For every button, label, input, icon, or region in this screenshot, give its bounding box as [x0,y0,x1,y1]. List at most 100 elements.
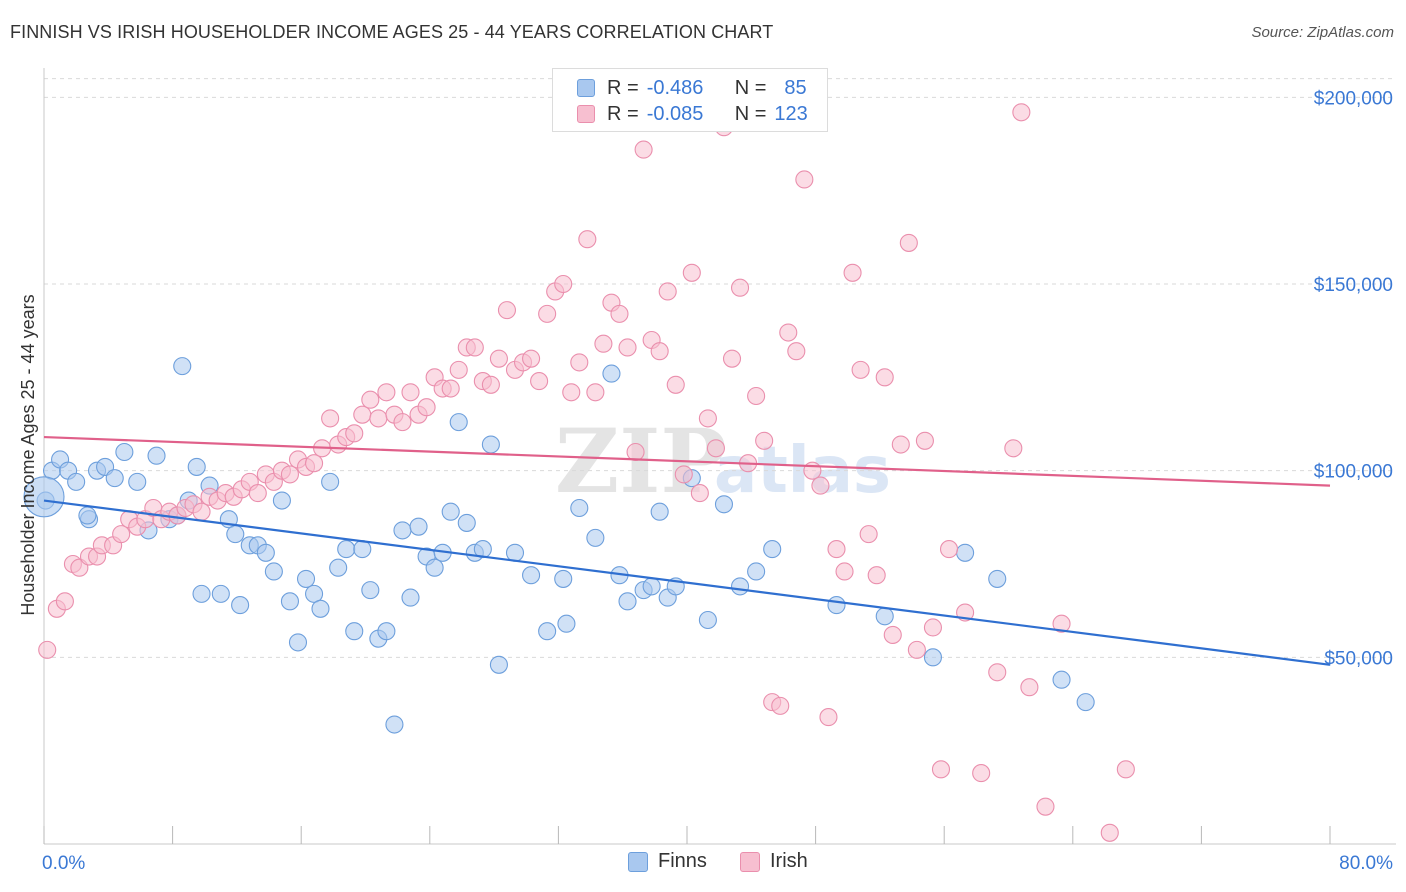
finns-point-76 [827,596,846,615]
irish-point-50 [441,379,460,398]
irish-point-26 [248,484,267,503]
finns-point-67 [650,502,669,521]
irish-point-97 [819,708,838,727]
irish-point-91 [771,696,790,715]
finns-point-55 [505,543,525,562]
finns-point-57 [538,622,557,641]
finns-legend-label: Finns [658,850,707,872]
finns-point-66 [642,577,661,596]
axis-labels: $50,000 $100,000 $150,000 $200,000 0.0% 80.0%… [18,88,1393,874]
legend-row-irish: R = -0.085 N = 123 [577,101,808,127]
irish-legend-label: Irish [770,850,808,872]
irish-r-value: -0.085 [646,102,704,125]
irish-point-62 [538,304,557,323]
irish-point-33 [305,454,324,473]
finns-point-33 [321,472,340,491]
irish-point-51 [449,360,468,379]
chart-source: Source: ZipAtlas.com [1251,24,1394,41]
series-finns-points [23,357,1095,734]
irish-point-88 [747,386,766,406]
irish-point-67 [578,230,597,249]
irish-point-60 [522,349,541,368]
finns-point-14 [173,357,192,376]
finns-point-80 [988,569,1007,588]
irish-point-19 [192,502,211,521]
correlation-legend: R = -0.486 N = 85 R = -0.085 N = 123 [552,68,828,132]
irish-point-2 [55,592,74,611]
irish-point-86 [730,278,750,297]
finns-point-75 [763,540,782,559]
irish-point-100 [843,263,862,282]
irish-point-47 [417,398,436,417]
finns-point-50 [457,513,476,532]
irish-point-80 [682,263,701,282]
trend-lines [43,435,1331,666]
irish-point-0 [38,640,57,659]
irish-point-98 [827,540,846,559]
finns-point-64 [618,592,637,611]
irish-point-115 [988,663,1007,682]
series-irish-points [38,103,1135,842]
irish-legend-swatch [740,851,760,872]
irish-point-114 [972,764,991,783]
finns-point-61 [586,528,605,547]
irish-point-64 [554,274,573,294]
finns-point-21 [226,525,245,544]
irish-point-116 [1004,439,1023,458]
legend-item-finns: Finns [628,850,707,873]
irish-point-107 [899,233,918,252]
finns-point-30 [296,569,316,588]
finns-point-54 [489,655,508,674]
irish-swatch [577,105,595,123]
finns-point-53 [481,435,500,454]
irish-point-104 [875,368,894,387]
finns-point-26 [264,562,283,581]
irish-point-77 [658,282,677,301]
grid-lines [44,78,1396,658]
finns-point-22 [231,596,250,615]
irish-point-66 [570,353,589,372]
irish-point-83 [706,439,725,458]
irish-point-65 [562,383,581,402]
irish-point-56 [489,349,508,368]
finns-point-25 [256,543,275,562]
y-tick-label-3: $200,000 [1314,88,1393,109]
irish-point-69 [594,334,613,353]
irish-point-103 [867,566,886,585]
finns-point-40 [377,622,396,641]
irish-point-109 [915,431,934,450]
irish-point-92 [779,323,798,342]
irish-point-81 [690,484,709,503]
irish-point-61 [530,372,549,391]
irish-point-122 [1116,760,1135,779]
irish-point-110 [923,618,942,637]
chart-title: FINNISH VS IRISH HOUSEHOLDER INCOME AGES… [10,22,774,42]
finns-point-84 [78,506,97,525]
finns-point-74 [747,562,766,581]
irish-point-71 [610,304,629,323]
irish-point-89 [755,431,774,450]
irish-point-118 [1020,678,1039,697]
irish-point-119 [1036,797,1055,816]
irish-point-53 [465,338,484,357]
finns-point-78 [923,648,942,667]
finns-point-59 [557,614,576,633]
finns-point-9 [128,472,147,491]
irish-point-105 [883,625,902,644]
irish-point-44 [393,413,412,432]
irish-point-108 [907,640,926,659]
finns-point-43 [401,588,420,607]
irish-point-76 [650,342,669,361]
finns-point-27 [272,491,291,510]
finns-point-48 [441,502,460,521]
irish-point-74 [634,140,653,159]
irish-r-label: R = [607,102,639,125]
irish-n-value: 123 [774,102,808,125]
irish-point-121 [1100,823,1119,842]
finns-point-28 [280,592,299,611]
irish-point-79 [674,465,693,484]
irish-point-106 [891,435,910,454]
finns-point-81 [1052,670,1071,689]
finns-point-60 [570,498,589,518]
